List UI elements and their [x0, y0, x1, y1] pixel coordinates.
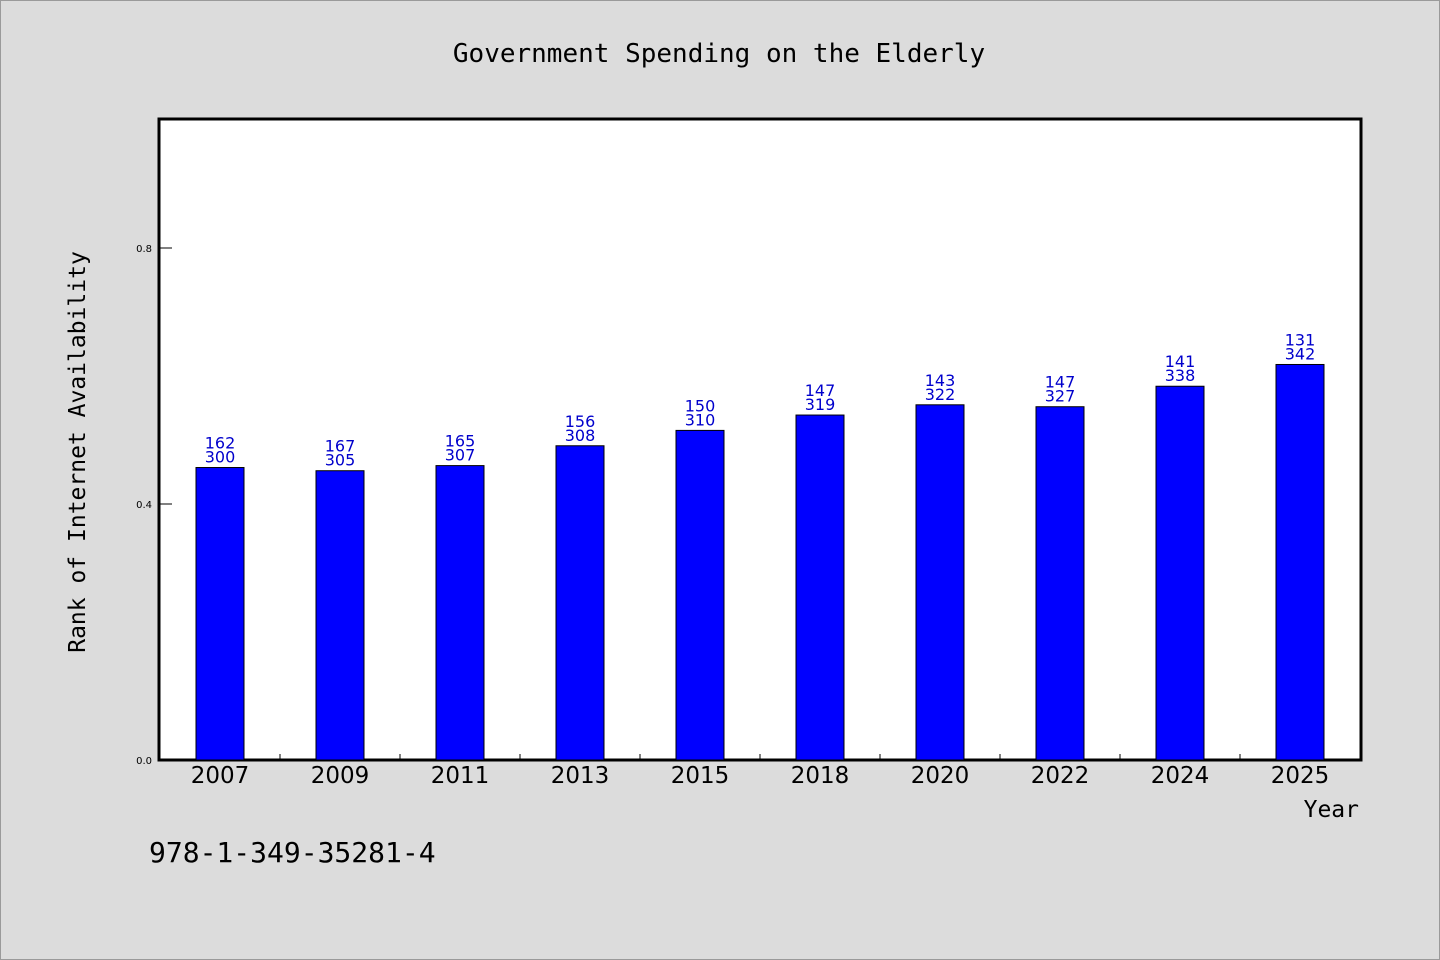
x-tick-label-2009: 2009	[311, 763, 370, 789]
data-label-top-2025: 131	[1285, 330, 1316, 349]
data-label-bottom-2024: 338	[1165, 366, 1196, 385]
data-label-bottom-2009: 305	[325, 451, 356, 470]
bar-2018	[795, 414, 845, 761]
bar-2015	[675, 429, 725, 761]
data-label-bottom-2020: 322	[925, 385, 956, 404]
bar-2013	[555, 445, 605, 761]
data-label-bottom-2022: 327	[1045, 387, 1076, 406]
data-label-bottom-2015: 310	[685, 410, 716, 429]
data-label-top-2020: 143	[925, 371, 956, 390]
data-label-top-2015: 150	[685, 396, 716, 415]
x-tick-label-2015: 2015	[671, 763, 730, 789]
chart-title: Government Spending on the Elderly	[453, 39, 985, 69]
x-tick-label-2024: 2024	[1151, 763, 1210, 789]
data-label-bottom-2025: 342	[1285, 344, 1316, 363]
data-label-top-2018: 147	[805, 381, 836, 400]
footer-isbn: 978-1-349-35281-4	[149, 836, 436, 869]
data-label-top-2024: 141	[1165, 352, 1196, 371]
bars-group: 1623001673051653071563081503101473191433…	[195, 330, 1325, 761]
bar-2020	[915, 404, 965, 761]
x-tick-label-2020: 2020	[911, 763, 970, 789]
data-label-bottom-2007: 300	[205, 448, 236, 467]
bar-2011	[435, 465, 485, 761]
bar-2022	[1035, 406, 1085, 761]
x-axis-label: Year	[1304, 797, 1359, 823]
y-axis: 0.0 0.4 0.8	[136, 244, 172, 767]
x-tick-label-2007: 2007	[191, 763, 250, 789]
x-tick-label-2025: 2025	[1271, 763, 1330, 789]
bar-2009	[315, 470, 365, 761]
bar-2007	[195, 467, 245, 761]
y-tick-label-0.4: 0.4	[136, 500, 152, 511]
x-axis: 2007 2009 2011 2013 2015 2018 2020 2022 2024 2025	[191, 754, 1330, 789]
data-label-top-2007: 162	[205, 434, 236, 453]
y-tick-label-0.8: 0.8	[136, 244, 152, 255]
x-tick-label-2022: 2022	[1031, 763, 1090, 789]
data-label-bottom-2011: 307	[445, 446, 476, 465]
data-label-top-2022: 147	[1045, 373, 1076, 392]
data-label-top-2013: 156	[565, 412, 596, 431]
bar-2024	[1155, 385, 1205, 761]
data-label-bottom-2018: 319	[805, 395, 836, 414]
data-label-top-2011: 165	[445, 432, 476, 451]
x-tick-label-2013: 2013	[551, 763, 610, 789]
y-tick-label-0.0: 0.0	[136, 756, 152, 767]
data-label-top-2009: 167	[325, 437, 356, 456]
bar-2025	[1275, 363, 1325, 761]
x-tick-label-2018: 2018	[791, 763, 850, 789]
x-tick-label-2011: 2011	[431, 763, 490, 789]
y-axis-label: Rank of Internet Availability	[65, 251, 91, 653]
data-label-bottom-2013: 308	[565, 426, 596, 445]
